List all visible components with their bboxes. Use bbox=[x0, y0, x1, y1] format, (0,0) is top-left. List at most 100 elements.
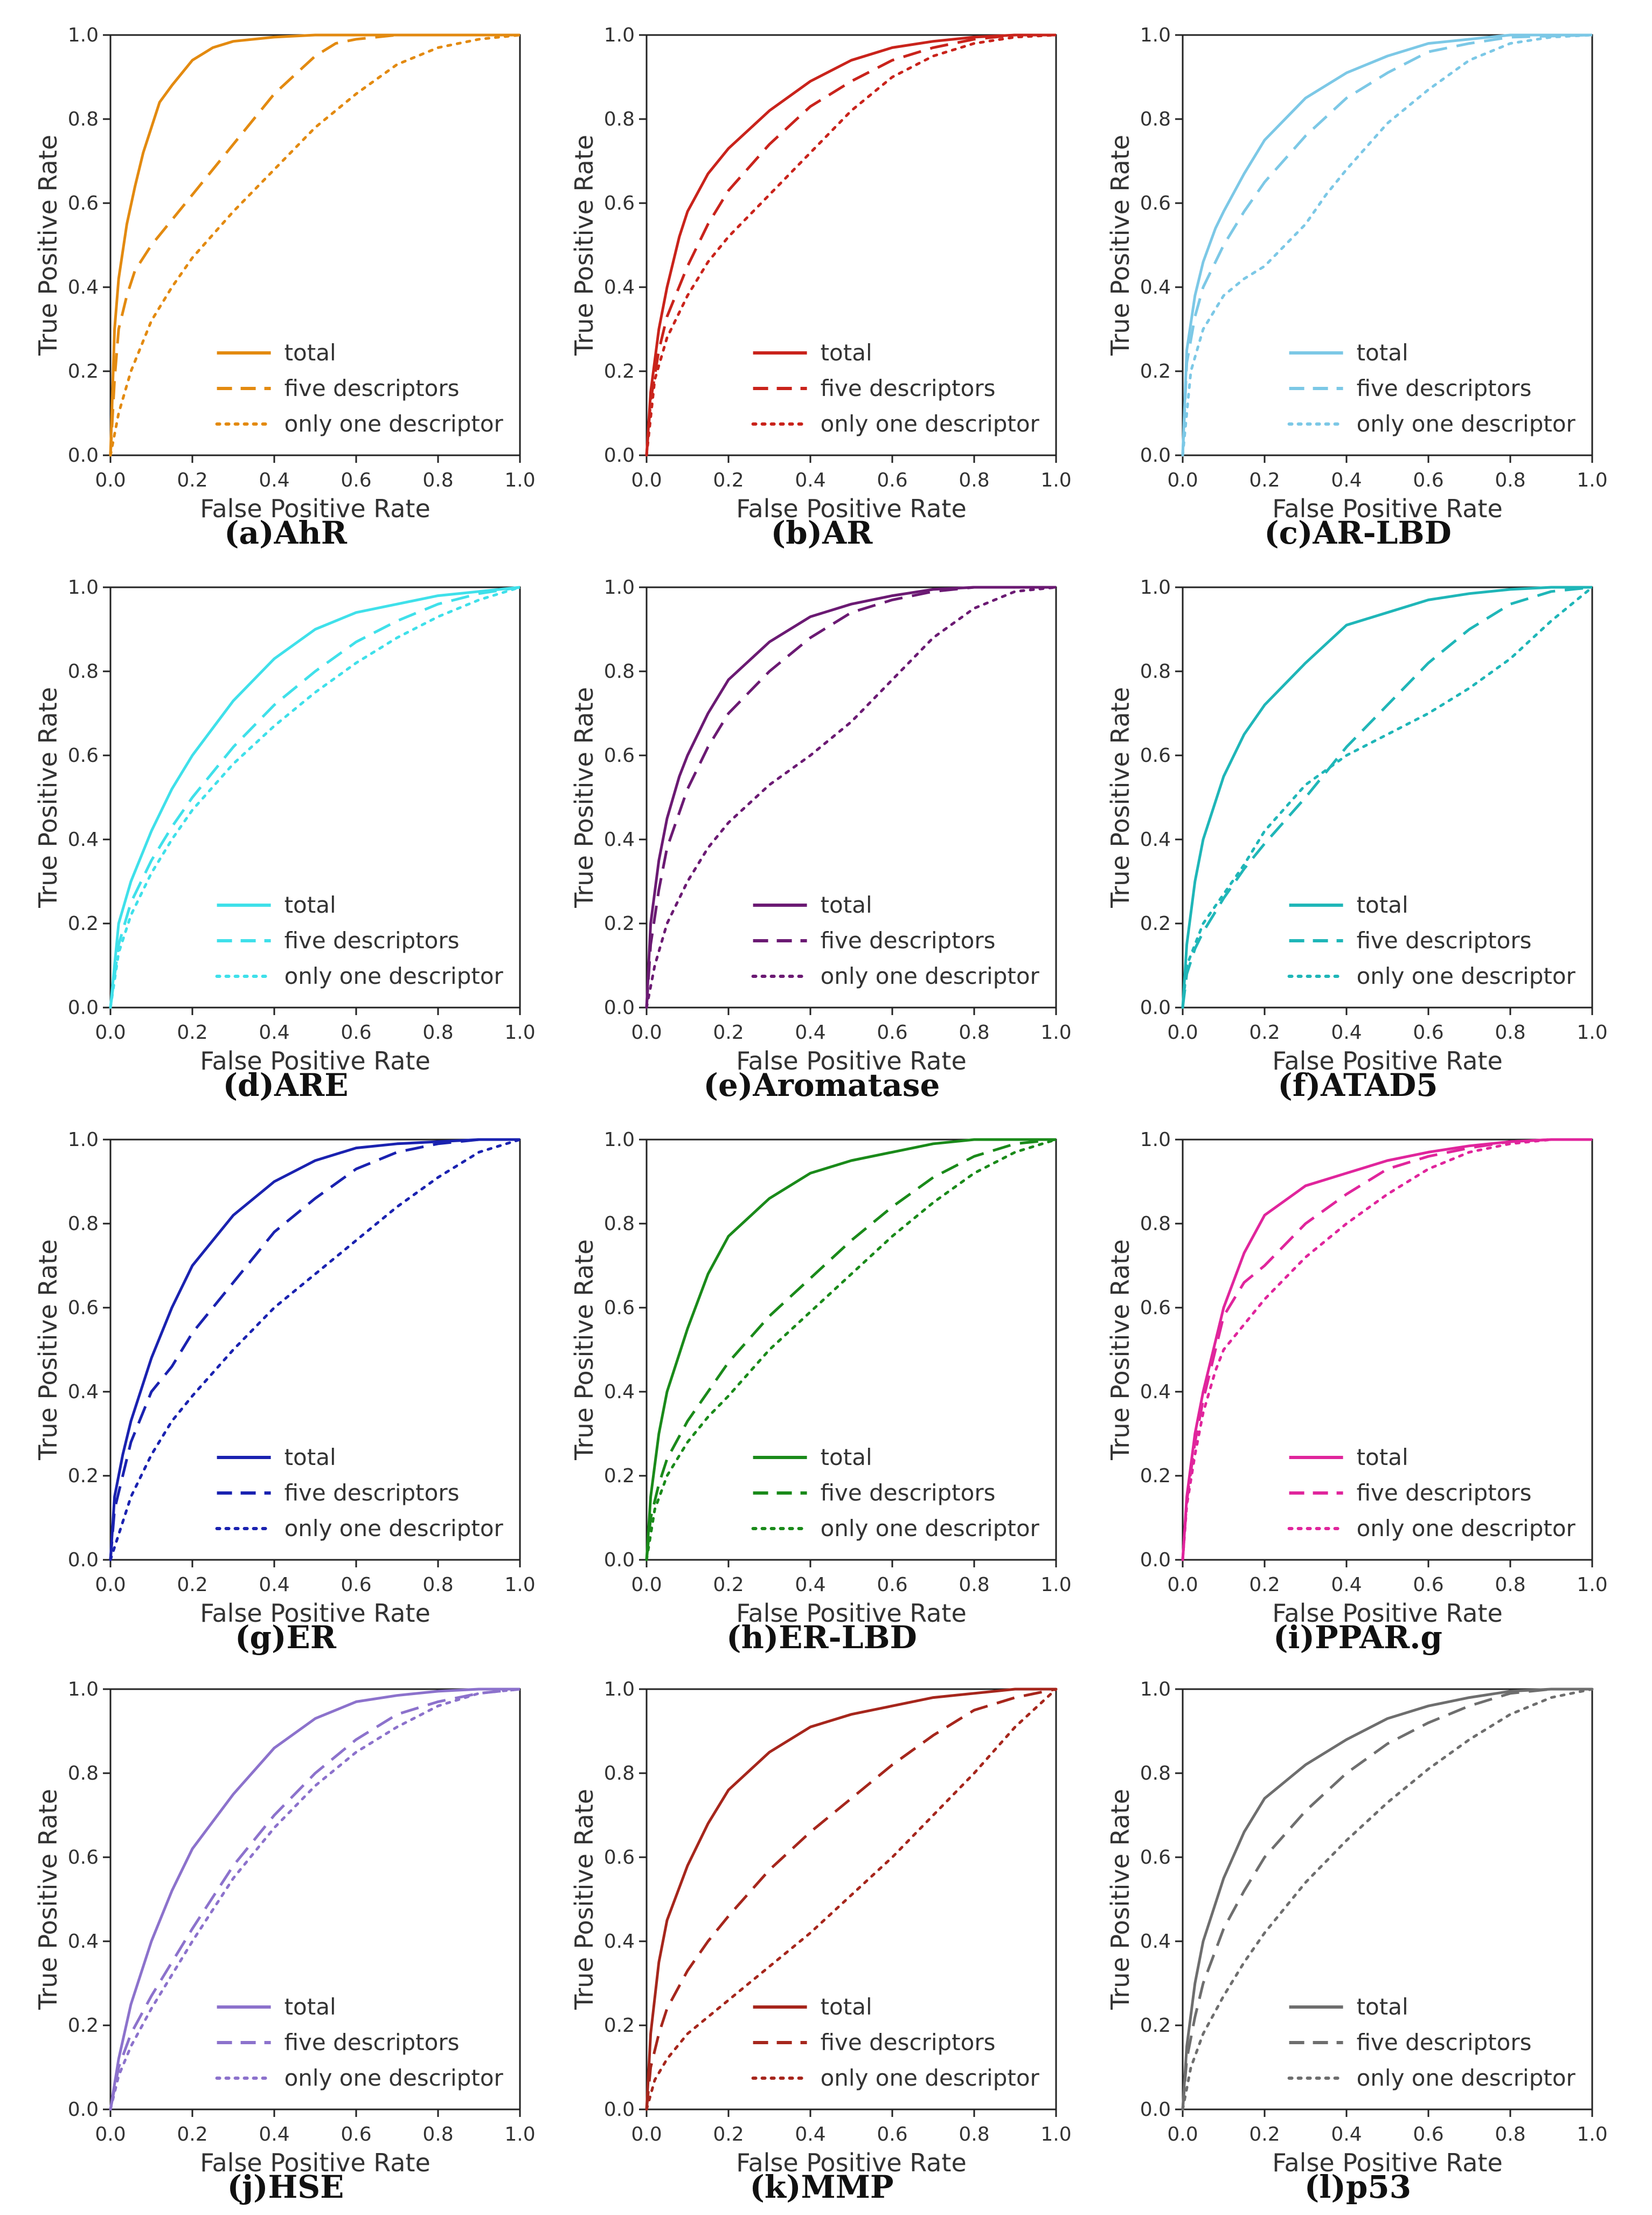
x-tick-label: 0.8 bbox=[959, 2123, 989, 2145]
plot-frame bbox=[1182, 586, 1593, 1009]
y-axis-label: True Positive Rate bbox=[1106, 135, 1135, 356]
y-tick-label: 0.6 bbox=[68, 1846, 99, 1869]
y-tick-label: 1.0 bbox=[1140, 24, 1171, 46]
x-tick-label: 0.6 bbox=[877, 1574, 907, 1596]
x-tick-label: 0.4 bbox=[259, 1574, 289, 1596]
x-axis-label: False Positive Rate bbox=[736, 2148, 967, 2177]
panel-caption: (k)MMP bbox=[749, 2169, 894, 2205]
y-tick-label: 0.0 bbox=[1140, 2099, 1171, 2121]
y-tick-label: 1.0 bbox=[604, 1678, 635, 1700]
y-tick-label: 0.4 bbox=[1140, 1931, 1171, 1953]
y-tick-label: 0.8 bbox=[68, 1762, 99, 1785]
x-tick-label: 0.8 bbox=[1495, 1022, 1525, 1044]
y-axis-label: True Positive Rate bbox=[1106, 1789, 1135, 2010]
y-tick-label: 0.8 bbox=[604, 108, 635, 130]
y-tick-label: 0.4 bbox=[604, 1381, 635, 1403]
series-line-dashed bbox=[1181, 1138, 1592, 1560]
x-tick-label: 0.0 bbox=[1167, 2123, 1198, 2145]
x-tick-label: 0.8 bbox=[1495, 2123, 1525, 2145]
x-tick-label: 0.6 bbox=[1413, 469, 1443, 491]
legend-label: only one descriptor bbox=[1357, 411, 1576, 437]
series-line-solid bbox=[1181, 1688, 1592, 2110]
series-line-solid bbox=[109, 1138, 520, 1560]
roc-panel-b: 0.0 0.0 0.2 0.2 0.4 0.4 0.6 0.6 0.8 0.8 1.0 1.0 Fals… bbox=[552, 11, 1091, 555]
legend-label: only one descriptor bbox=[1357, 963, 1576, 989]
x-tick-label: 0.2 bbox=[177, 2123, 207, 2145]
series-line-solid bbox=[1181, 586, 1592, 1008]
series-line-solid bbox=[645, 33, 1056, 456]
legend-label: five descriptors bbox=[1357, 375, 1532, 401]
legend-label: total bbox=[284, 339, 336, 366]
y-tick-label: 0.8 bbox=[604, 1213, 635, 1235]
legend-label: five descriptors bbox=[284, 927, 460, 954]
series-line-dashed bbox=[109, 33, 520, 456]
x-tick-label: 0.0 bbox=[631, 1022, 662, 1044]
x-tick-label: 1.0 bbox=[1040, 2123, 1071, 2145]
legend-label: total bbox=[1357, 892, 1408, 918]
x-tick-label: 0.8 bbox=[959, 469, 989, 491]
y-tick-label: 0.6 bbox=[604, 1297, 635, 1319]
x-tick-label: 0.2 bbox=[713, 1022, 744, 1044]
roc-panel-l: 0.0 0.0 0.2 0.2 0.4 0.4 0.6 0.6 0.8 0.8 1.0 1.0 Fals… bbox=[1088, 1665, 1627, 2209]
x-tick-label: 0.4 bbox=[1331, 1574, 1362, 1596]
y-tick-label: 0.2 bbox=[604, 2015, 635, 2037]
y-tick-label: 0.8 bbox=[68, 661, 99, 683]
y-tick-label: 0.8 bbox=[1140, 108, 1171, 130]
panel-caption: (l)p53 bbox=[1304, 2169, 1412, 2205]
panel-caption: (b)AR bbox=[771, 515, 873, 551]
y-axis-label: True Positive Rate bbox=[1106, 1239, 1135, 1461]
x-tick-label: 0.4 bbox=[795, 1022, 825, 1044]
x-tick-label: 0.2 bbox=[713, 469, 744, 491]
y-axis-label: True Positive Rate bbox=[570, 1789, 599, 2010]
x-tick-label: 0.4 bbox=[259, 1022, 289, 1044]
x-tick-label: 0.0 bbox=[631, 2123, 662, 2145]
series-line-dotted bbox=[1181, 1138, 1594, 1561]
legend-label: five descriptors bbox=[1357, 927, 1532, 954]
x-axis-label: False Positive Rate bbox=[200, 1599, 431, 1628]
y-tick-label: 0.4 bbox=[604, 1931, 635, 1953]
x-axis-label: False Positive Rate bbox=[736, 494, 967, 523]
x-tick-label: 0.4 bbox=[1331, 1022, 1362, 1044]
x-tick-label: 1.0 bbox=[504, 1022, 535, 1044]
y-tick-label: 0.8 bbox=[604, 1762, 635, 1785]
x-tick-label: 1.0 bbox=[1577, 469, 1607, 491]
roc-chart-j: 0.00.0 0.2 0.2 0.4 0.4 0.6 0.6 0.8 0.8 1.0 1.0 Fals… bbox=[33, 1678, 536, 2177]
x-tick-label: 0.2 bbox=[177, 1574, 207, 1596]
legend-label: total bbox=[1357, 339, 1408, 366]
y-tick-label: 0.8 bbox=[1140, 661, 1171, 683]
y-tick-label: 0.2 bbox=[604, 913, 635, 935]
y-tick-label: 0.8 bbox=[1140, 1213, 1171, 1235]
plot-frame bbox=[645, 34, 1057, 456]
y-tick-label: 0.6 bbox=[604, 1846, 635, 1869]
legend-label: only one descriptor bbox=[821, 411, 1040, 437]
y-tick-label: 1.0 bbox=[1140, 577, 1171, 599]
roc-panel-a: 0.0 0.0 0.2 0.2 0.4 0.4 0.6 0.6 0.8 0.8 1.0 1.0 Fals… bbox=[16, 11, 555, 555]
y-tick-label: 0.2 bbox=[1140, 2015, 1171, 2037]
legend-label: total bbox=[821, 1444, 872, 1470]
legend-label: five descriptors bbox=[821, 2029, 996, 2056]
plot-frame bbox=[1182, 1138, 1593, 1561]
x-tick-label: 0.8 bbox=[1495, 1574, 1525, 1596]
y-tick-label: 1.0 bbox=[1140, 1678, 1171, 1700]
series-line-dashed bbox=[645, 33, 1056, 456]
series-line-dotted bbox=[645, 586, 1058, 1009]
y-axis-label: True Positive Rate bbox=[33, 1789, 63, 2010]
series-line-dotted bbox=[109, 1688, 522, 2111]
roc-chart-g: 0.0 0.0 0.2 0.2 0.4 0.4 0.6 0.6 0.8 0.8 1.0 1.0 Fals… bbox=[33, 1129, 536, 1628]
series-line-solid bbox=[645, 586, 1056, 1008]
x-tick-label: 0.6 bbox=[1413, 1022, 1443, 1044]
y-tick-label: 0.4 bbox=[68, 1931, 99, 1953]
legend-label: only one descriptor bbox=[284, 411, 504, 437]
y-tick-label: 0.0 bbox=[1140, 997, 1171, 1019]
x-tick-label: 0.6 bbox=[1413, 1574, 1443, 1596]
roc-panel-i: 0.0 0.0 0.2 0.2 0.4 0.4 0.6 0.6 0.8 0.8 1.0 1.0 Fals… bbox=[1088, 1115, 1627, 1659]
roc-panel-f: 0.0 0.0 0.2 0.2 0.4 0.4 0.6 0.6 0.8 0.8 1.0 1.0 Fals… bbox=[1088, 563, 1627, 1107]
x-axis-label: False Positive Rate bbox=[1272, 1599, 1503, 1628]
roc-chart-e: 0.0 0.0 0.2 0.2 0.4 0.4 0.6 0.6 0.8 0.8 1.0 1.0 Fals… bbox=[570, 577, 1072, 1075]
y-tick-label: 1.0 bbox=[1140, 1129, 1171, 1151]
y-axis-label: True Positive Rate bbox=[33, 687, 63, 908]
x-tick-label: 0.2 bbox=[1249, 1574, 1280, 1596]
y-tick-label: 0.0 bbox=[1140, 445, 1171, 467]
x-tick-label: 1.0 bbox=[1040, 469, 1071, 491]
series-line-dashed bbox=[645, 1138, 1057, 1560]
